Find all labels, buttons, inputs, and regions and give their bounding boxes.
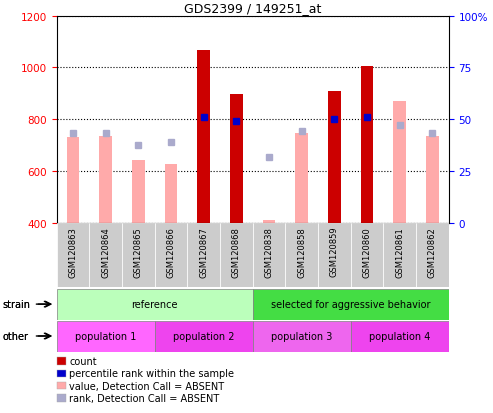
- Bar: [416, 223, 449, 287]
- Bar: [351, 321, 449, 352]
- Bar: [57, 223, 89, 287]
- Text: GSM120838: GSM120838: [264, 226, 274, 277]
- Text: population 3: population 3: [271, 331, 332, 342]
- Bar: [198, 51, 210, 223]
- Text: population 2: population 2: [173, 331, 234, 342]
- Text: count: count: [69, 356, 97, 366]
- Text: reference: reference: [132, 299, 178, 310]
- Bar: [252, 289, 449, 320]
- Bar: [263, 221, 275, 223]
- Bar: [383, 223, 416, 287]
- Text: strain: strain: [2, 299, 31, 309]
- Text: GSM120860: GSM120860: [362, 226, 372, 277]
- Bar: [295, 134, 308, 223]
- Text: other: other: [2, 331, 29, 341]
- Text: rank, Detection Call = ABSENT: rank, Detection Call = ABSENT: [69, 393, 219, 403]
- Bar: [57, 321, 155, 352]
- Bar: [165, 165, 177, 223]
- Bar: [285, 223, 318, 287]
- Bar: [328, 91, 341, 223]
- Bar: [361, 67, 373, 223]
- Bar: [67, 138, 79, 223]
- Text: other: other: [2, 331, 29, 341]
- Title: GDS2399 / 149251_at: GDS2399 / 149251_at: [184, 2, 321, 15]
- Bar: [122, 223, 155, 287]
- Text: strain: strain: [2, 299, 31, 309]
- Text: value, Detection Call = ABSENT: value, Detection Call = ABSENT: [69, 381, 224, 391]
- Bar: [89, 223, 122, 287]
- Text: GSM120861: GSM120861: [395, 226, 404, 277]
- Text: GSM120862: GSM120862: [428, 226, 437, 277]
- Text: GSM120864: GSM120864: [101, 226, 110, 277]
- Bar: [220, 223, 252, 287]
- Bar: [155, 321, 252, 352]
- Bar: [318, 223, 351, 287]
- Bar: [100, 137, 112, 223]
- Text: population 1: population 1: [75, 331, 137, 342]
- Text: percentile rank within the sample: percentile rank within the sample: [69, 368, 234, 378]
- Bar: [351, 223, 383, 287]
- Bar: [187, 223, 220, 287]
- Bar: [393, 102, 406, 223]
- Bar: [155, 223, 187, 287]
- Bar: [230, 95, 243, 223]
- Bar: [252, 223, 285, 287]
- Bar: [57, 289, 252, 320]
- Text: population 4: population 4: [369, 331, 430, 342]
- Text: GSM120866: GSM120866: [167, 226, 176, 277]
- Text: GSM120868: GSM120868: [232, 226, 241, 277]
- Text: selected for aggressive behavior: selected for aggressive behavior: [271, 299, 430, 310]
- Bar: [252, 321, 351, 352]
- Bar: [132, 161, 144, 223]
- Text: GSM120858: GSM120858: [297, 226, 306, 277]
- Text: GSM120863: GSM120863: [69, 226, 77, 277]
- Text: GSM120867: GSM120867: [199, 226, 208, 277]
- Text: GSM120865: GSM120865: [134, 226, 143, 277]
- Bar: [426, 137, 438, 223]
- Text: GSM120859: GSM120859: [330, 226, 339, 277]
